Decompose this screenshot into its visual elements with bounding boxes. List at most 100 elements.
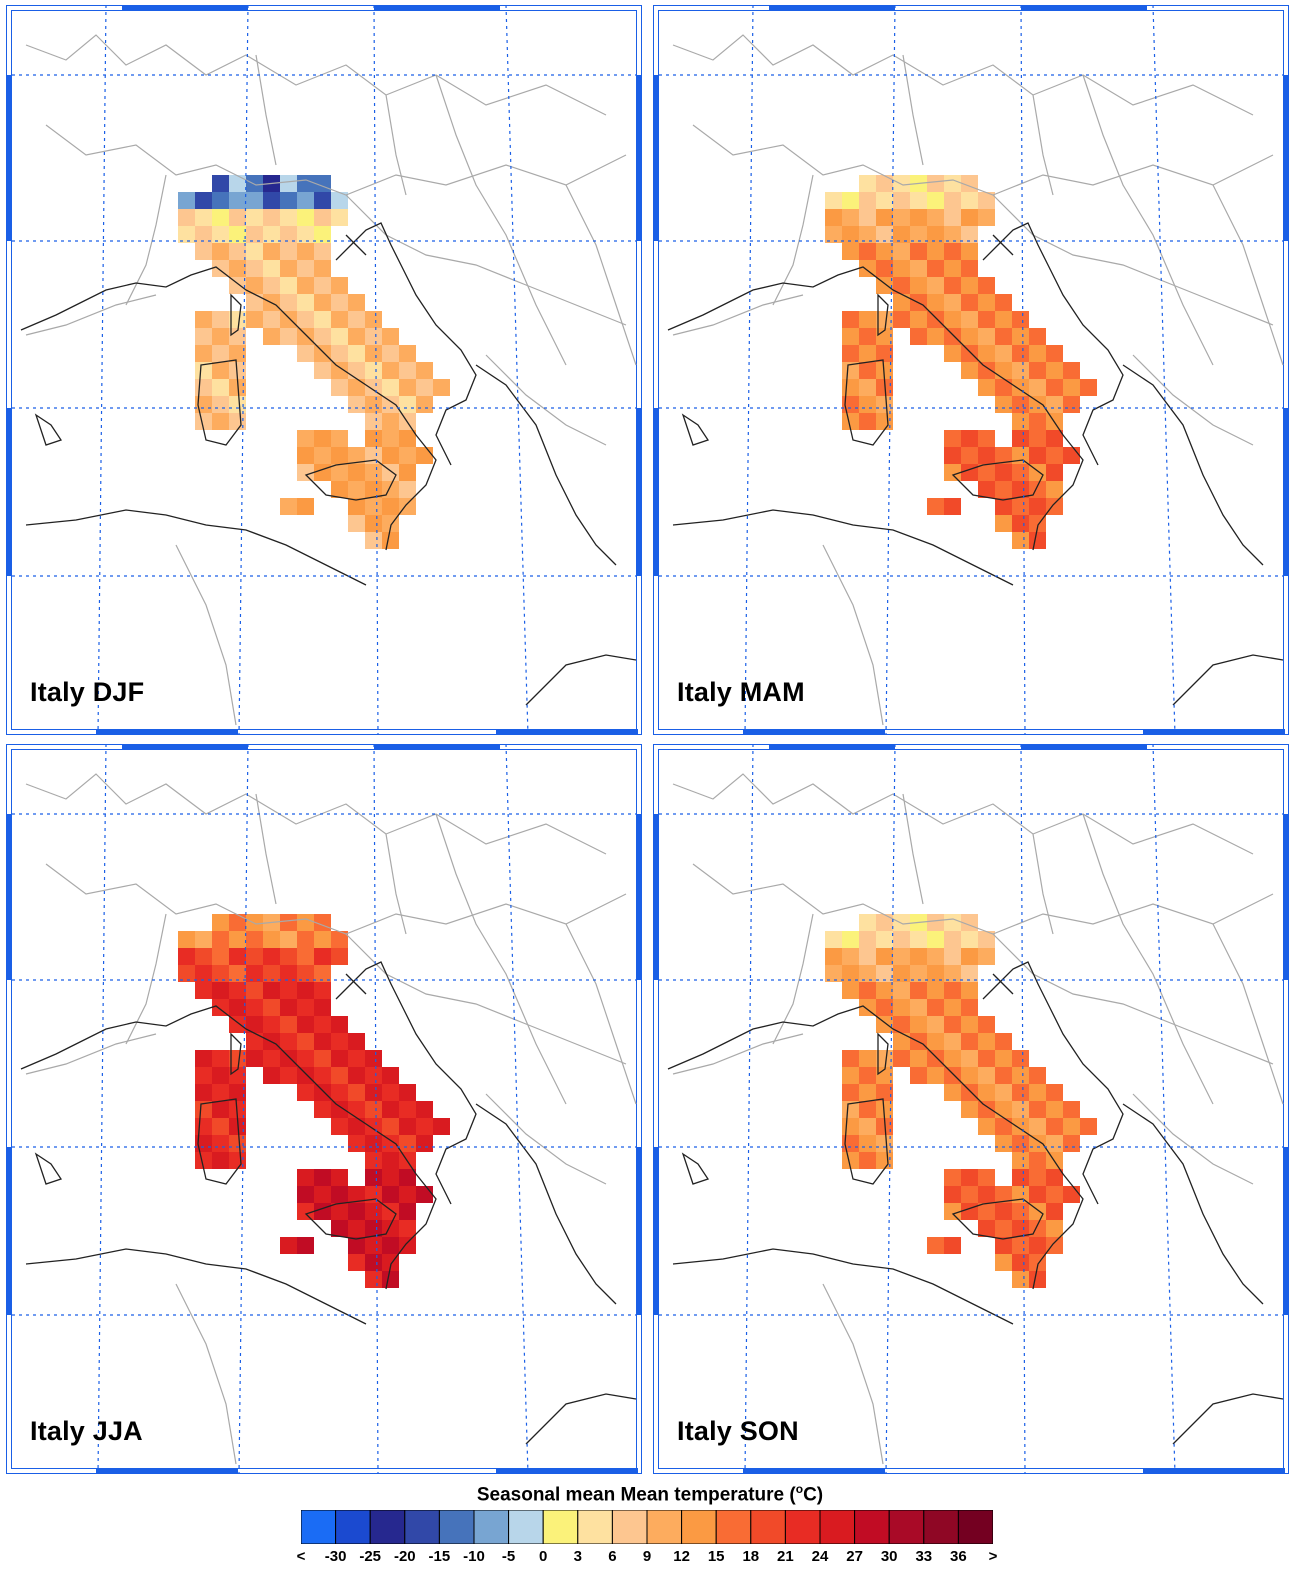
grid-cell [825, 965, 842, 982]
grid-cell [1029, 498, 1046, 515]
grid-cell [1029, 328, 1046, 345]
grid-cell [331, 447, 348, 464]
grid-cell [246, 1033, 263, 1050]
grid-cell [961, 362, 978, 379]
grid-cell [297, 209, 314, 226]
grid-cell [995, 1237, 1012, 1254]
grid-cell [297, 1169, 314, 1186]
grid-cell [927, 294, 944, 311]
grid-cell [978, 1084, 995, 1101]
grid-cell [314, 1067, 331, 1084]
grid-cell [961, 1101, 978, 1118]
grid-cell [246, 294, 263, 311]
grid-cell [314, 464, 331, 481]
grid-cell [876, 260, 893, 277]
legend-swatch [542, 1510, 579, 1544]
grid-cell [297, 277, 314, 294]
grid-cell [229, 396, 246, 413]
legend-swatch [473, 1510, 510, 1544]
grid-cell [1046, 430, 1063, 447]
grid-cell [229, 965, 246, 982]
grid-cell [314, 430, 331, 447]
grid-cell [212, 1067, 229, 1084]
grid-cell [280, 226, 297, 243]
grid-cell [382, 379, 399, 396]
grid-cell [365, 311, 382, 328]
grid-cell [382, 1101, 399, 1118]
grid-cell [365, 1152, 382, 1169]
grid-cell [995, 311, 1012, 328]
grid-cell [314, 1016, 331, 1033]
grid-cell [348, 396, 365, 413]
grid-cell [995, 1067, 1012, 1084]
grid-cell [859, 1135, 876, 1152]
grid-cell [365, 1067, 382, 1084]
legend-swatch [404, 1510, 440, 1544]
grid-cell [876, 243, 893, 260]
grid-cell [331, 192, 348, 209]
grid-cell [876, 362, 893, 379]
grid-cell [978, 345, 995, 362]
grid-cell [416, 1101, 433, 1118]
grid-cell [944, 243, 961, 260]
grid-cell [229, 1084, 246, 1101]
legend-swatch [681, 1510, 717, 1544]
grid-cell [978, 1169, 995, 1186]
grid-cell [331, 294, 348, 311]
grid-cell [995, 498, 1012, 515]
legend-swatch [646, 1510, 683, 1544]
grid-cell [859, 260, 876, 277]
legend-tick-label: 18 [742, 1548, 760, 1565]
legend-swatch [369, 1510, 406, 1544]
grid-cell [195, 1118, 212, 1135]
grid-cell [280, 1237, 297, 1254]
grid-cell [229, 1152, 246, 1169]
grid-cell [961, 1016, 978, 1033]
grid-cell [978, 1118, 995, 1135]
grid-cell [263, 948, 280, 965]
grid-cell [876, 1084, 893, 1101]
grid-cell [859, 209, 876, 226]
grid-cell [246, 209, 263, 226]
grid-cell [1046, 379, 1063, 396]
grid-cell [212, 1152, 229, 1169]
grid-cell [246, 243, 263, 260]
grid-cell [961, 1067, 978, 1084]
legend-tick-label: 33 [915, 1548, 933, 1565]
grid-cell [944, 1084, 961, 1101]
grid-cell [978, 1033, 995, 1050]
grid-cell [212, 1135, 229, 1152]
grid-cell [842, 226, 859, 243]
grid-cell [314, 965, 331, 982]
frame-ticks [653, 5, 1289, 735]
legend-tick-label: 24 [811, 1548, 829, 1565]
grid-cell [1012, 430, 1029, 447]
grid-cell [399, 1101, 416, 1118]
grid-cell [314, 209, 331, 226]
grid-cell [927, 192, 944, 209]
grid-cell [297, 1237, 314, 1254]
grid-cell [995, 396, 1012, 413]
grid-cell [876, 1135, 893, 1152]
grid-cell [842, 379, 859, 396]
grid-cell [893, 209, 910, 226]
grid-cell [927, 1033, 944, 1050]
grid-cell [876, 345, 893, 362]
grid-cell [1046, 464, 1063, 481]
grid-cell [859, 948, 876, 965]
grid-cell [314, 311, 331, 328]
grid-cell [263, 209, 280, 226]
grid-cell [314, 931, 331, 948]
grid-cell [1012, 1084, 1029, 1101]
grid-cell [229, 311, 246, 328]
grid-cell [263, 192, 280, 209]
grid-cell [331, 1101, 348, 1118]
grid-cell [331, 311, 348, 328]
country-borders [672, 773, 1284, 1465]
grid-cell [365, 1169, 382, 1186]
grid-cell [297, 948, 314, 965]
grid-cell [842, 209, 859, 226]
legend-tick-label: -15 [428, 1548, 451, 1565]
grid-cell [195, 982, 212, 999]
grid-cell [365, 362, 382, 379]
